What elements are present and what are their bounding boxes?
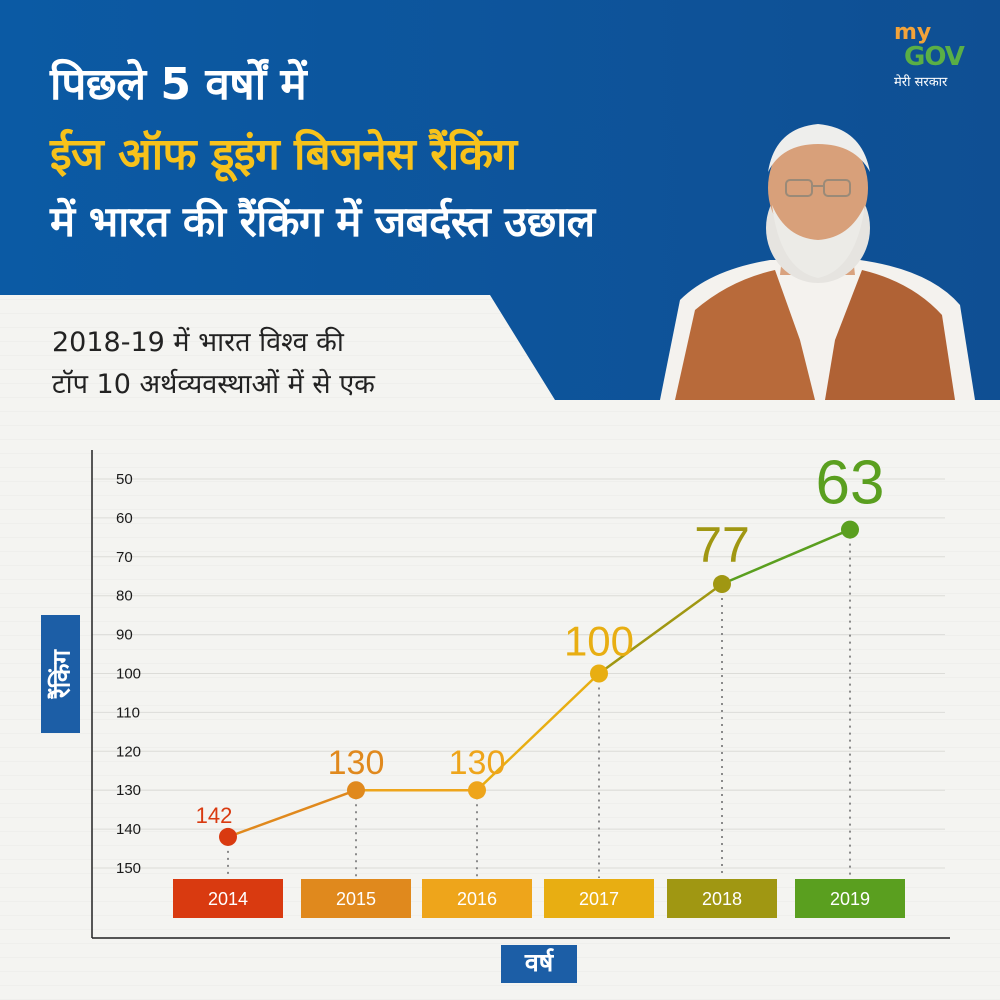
year-label: 2016 xyxy=(457,889,497,909)
grid-lines xyxy=(92,478,945,869)
subtitle-line-1: 2018-19 में भारत विश्व की xyxy=(52,327,344,358)
value-label: 77 xyxy=(694,517,750,573)
value-label: 63 xyxy=(816,449,885,518)
line-segment xyxy=(721,528,851,586)
y-tick-label: 80 xyxy=(116,588,133,605)
title-line-3: में भारत की रैंकिंग में जबर्दस्त उछाल xyxy=(50,197,595,246)
y-tick-label: 50 xyxy=(116,471,133,488)
y-tick-label: 140 xyxy=(116,821,141,838)
y-axis-label-box: रैंकिंग xyxy=(41,615,80,733)
subtitle: 2018-19 में भारत विश्व की टॉप 10 अर्थव्य… xyxy=(52,322,522,406)
x-axis-label: वर्ष xyxy=(501,945,577,983)
line-segment xyxy=(227,789,357,839)
data-point xyxy=(347,781,365,800)
logo-my-text: my xyxy=(894,20,932,45)
year-box xyxy=(301,879,411,918)
year-box xyxy=(795,879,905,918)
year-boxes: 2014 2015 2016 2017 2018 2019 xyxy=(173,879,905,918)
year-box xyxy=(173,879,283,918)
title-line-2: ईज ऑफ डूइंग बिजनेस रैंकिंग xyxy=(50,129,517,180)
y-tick-label: 130 xyxy=(116,782,141,799)
year-label: 2017 xyxy=(579,889,619,909)
y-tick-labels: 50 60 70 80 90 100 110 120 130 140 150 xyxy=(116,471,141,877)
value-label: 130 xyxy=(449,744,506,782)
logo-tagline: मेरी सरकार xyxy=(894,75,948,90)
mygov-logo: my GOV मेरी सरकार xyxy=(888,20,988,91)
data-point xyxy=(468,781,486,800)
line-segment xyxy=(476,672,600,792)
data-points xyxy=(219,520,859,846)
y-tick-label: 70 xyxy=(116,549,133,566)
portrait-image xyxy=(660,124,975,400)
title-line-1: पिछले 5 वर्षों में xyxy=(50,59,307,110)
year-box xyxy=(422,879,532,918)
data-point xyxy=(713,575,731,594)
y-tick-label: 150 xyxy=(116,860,141,877)
y-tick-label: 120 xyxy=(116,743,141,760)
year-label: 2018 xyxy=(702,889,742,909)
year-label: 2014 xyxy=(208,889,248,909)
series-line xyxy=(227,528,851,839)
year-box xyxy=(544,879,654,918)
year-box xyxy=(667,879,777,918)
y-tick-label: 110 xyxy=(116,704,140,721)
data-point xyxy=(219,827,237,846)
y-axis-label: रैंकिंग xyxy=(47,650,75,698)
subtitle-line-2: टॉप 10 अर्थव्यवस्थाओं में से एक xyxy=(52,369,375,400)
value-label: 142 xyxy=(196,803,233,828)
y-tick-label: 90 xyxy=(116,627,133,644)
y-tick-label: 100 xyxy=(116,666,141,683)
data-point xyxy=(590,664,608,683)
line-segment xyxy=(598,583,723,675)
y-tick-label: 60 xyxy=(116,510,133,527)
logo-gov-text: GOV xyxy=(904,42,965,72)
year-label: 2015 xyxy=(336,889,376,909)
drop-lines xyxy=(227,529,851,878)
data-point xyxy=(841,520,859,539)
value-label: 100 xyxy=(564,618,634,665)
value-labels: 142 130 130 100 77 63 xyxy=(196,449,885,828)
year-label: 2019 xyxy=(830,889,870,909)
value-label: 130 xyxy=(328,744,385,782)
